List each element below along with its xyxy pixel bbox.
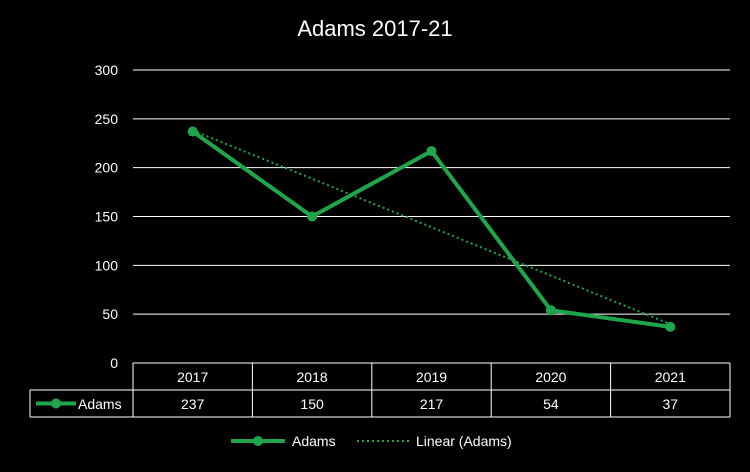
trendline-layer bbox=[192, 129, 671, 326]
data-label: 237 bbox=[181, 396, 205, 412]
series-line bbox=[191, 129, 671, 329]
trendline bbox=[192, 129, 671, 326]
x-category-label: 2019 bbox=[416, 369, 447, 385]
data-point bbox=[307, 211, 318, 222]
table-series-key-marker bbox=[51, 398, 61, 409]
data-label: 217 bbox=[420, 396, 444, 412]
legend: Adams Linear (Adams) bbox=[231, 433, 512, 449]
y-tick-label: 50 bbox=[102, 306, 118, 322]
table-series-name: Adams bbox=[78, 396, 122, 412]
y-tick-label: 250 bbox=[95, 111, 119, 127]
data-point bbox=[426, 146, 437, 157]
x-category-label: 2021 bbox=[655, 369, 686, 385]
y-tick-label: 0 bbox=[110, 355, 118, 371]
series-layer bbox=[187, 126, 676, 332]
chart-title: Adams 2017-21 bbox=[297, 16, 453, 41]
legend-series-marker bbox=[253, 436, 263, 446]
data-point bbox=[665, 321, 676, 332]
y-tick-label: 300 bbox=[95, 62, 119, 78]
data-point bbox=[187, 126, 198, 137]
x-category-label: 2020 bbox=[535, 369, 566, 385]
y-tick-label: 150 bbox=[95, 209, 119, 225]
data-label: 37 bbox=[663, 396, 679, 412]
data-point bbox=[545, 305, 556, 316]
x-category-label: 2017 bbox=[177, 369, 208, 385]
y-tick-label: 100 bbox=[95, 257, 119, 273]
data-label: 54 bbox=[543, 396, 559, 412]
y-axis: 0 50 100 150 200 250 300 bbox=[95, 62, 119, 371]
x-category-label: 2018 bbox=[297, 369, 328, 385]
gridlines bbox=[133, 69, 730, 315]
legend-series-label: Adams bbox=[292, 433, 336, 449]
y-tick-label: 200 bbox=[95, 160, 119, 176]
data-table: 2017 2018 2019 2020 2021 Adams 237 150 217 54 37 bbox=[29, 362, 731, 418]
data-label: 150 bbox=[300, 396, 324, 412]
legend-trend-label: Linear (Adams) bbox=[416, 433, 512, 449]
